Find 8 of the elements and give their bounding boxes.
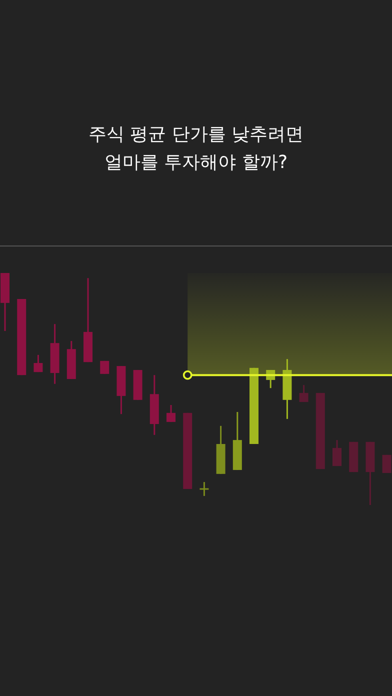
candlestick <box>166 404 176 423</box>
candlestick <box>332 439 342 467</box>
chart-title: 주식 평균 단가를 낮추려면 얼마를 투자해야 할까? <box>88 124 304 173</box>
candlestick <box>100 360 110 375</box>
candlestick <box>299 384 308 403</box>
candlestick <box>382 454 392 474</box>
candlestick <box>34 354 43 373</box>
candlestick <box>198 481 210 497</box>
